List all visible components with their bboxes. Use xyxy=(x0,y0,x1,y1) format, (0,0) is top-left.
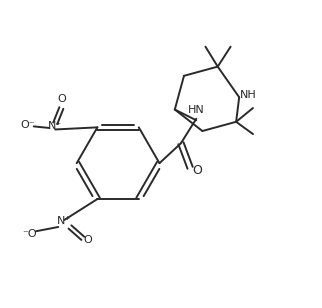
Text: O⁻: O⁻ xyxy=(20,120,35,130)
Text: ⁻O: ⁻O xyxy=(22,229,36,239)
Text: O: O xyxy=(57,94,66,104)
Text: NH: NH xyxy=(239,91,256,100)
Text: HN: HN xyxy=(188,105,205,115)
Text: N⁺: N⁺ xyxy=(48,121,62,132)
Text: O: O xyxy=(83,235,92,245)
Text: N⁺: N⁺ xyxy=(57,217,71,226)
Text: O: O xyxy=(192,164,202,177)
